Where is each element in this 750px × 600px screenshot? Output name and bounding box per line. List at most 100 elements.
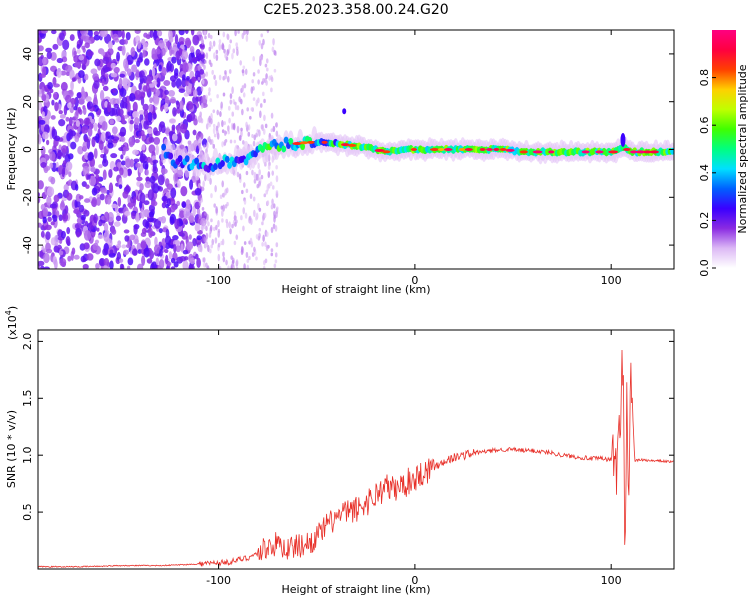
spectrogram-peak-cell xyxy=(635,150,646,154)
spectrogram-cell xyxy=(259,110,262,119)
spectrogram-cell xyxy=(235,42,238,47)
spectrogram-cell xyxy=(231,259,235,264)
spectrogram-cell xyxy=(121,244,127,249)
colorbar-tick-label: 0.8 xyxy=(698,69,711,87)
spectrogram-cell xyxy=(199,146,203,152)
spectrogram-cell xyxy=(135,212,140,221)
snr-y-tick-label: 2.0 xyxy=(21,333,34,351)
colorbar-tick-label: 0.0 xyxy=(698,259,711,277)
spectrogram-cell xyxy=(217,253,221,262)
spectrogram-cell xyxy=(169,118,176,123)
spectrogram-cell xyxy=(236,48,239,57)
spectrogram-cell xyxy=(123,249,130,255)
spectrogram-cell xyxy=(90,68,98,75)
spectrogram-cell xyxy=(258,169,261,176)
spectrogram-cell xyxy=(68,171,72,178)
spectrogram-cell xyxy=(108,252,116,258)
spectrogram-cell xyxy=(147,189,155,201)
spectrogram-cell xyxy=(241,108,244,116)
spectrogram-cell xyxy=(160,216,167,224)
spectrogram-spot xyxy=(342,108,347,115)
spectrogram-cell xyxy=(186,101,194,110)
spectrogram-cell xyxy=(225,259,228,266)
spectrogram-cell xyxy=(215,49,219,55)
spectrogram-cell xyxy=(251,79,255,84)
spectrogram-cell xyxy=(95,133,100,144)
spectrogram-cell xyxy=(224,204,228,209)
spectrogram-cell xyxy=(196,235,202,241)
spectrogram-cell xyxy=(209,34,213,40)
spectrogram-cell xyxy=(151,53,159,60)
spectrogram-cell xyxy=(227,265,230,269)
spectrogram-cell xyxy=(119,38,127,45)
spectrogram-cell xyxy=(74,62,81,68)
spectrogram-cell xyxy=(210,244,213,249)
spectrogram-cell xyxy=(270,76,274,83)
spectrogram-cell xyxy=(232,123,235,130)
spectrogram-cell xyxy=(184,30,189,35)
spectrogram-cell xyxy=(139,192,146,204)
spectrogram-cell xyxy=(248,216,251,224)
snr-y-tick-label: 0.5 xyxy=(21,503,34,521)
spectrogram-cell xyxy=(209,62,213,68)
spectrogram-cell xyxy=(45,248,53,254)
spectrogram-cell xyxy=(142,219,148,228)
spectrogram-cell xyxy=(65,161,73,171)
spectrogram-cell xyxy=(252,97,256,101)
spectrogram-cell xyxy=(244,212,248,219)
spectrogram-peak-cell xyxy=(410,148,418,151)
spectrogram-cell xyxy=(148,103,154,114)
spectrogram-cell xyxy=(260,174,264,180)
spectrogram-y-tick-label: -40 xyxy=(21,236,34,254)
spectrogram-cell xyxy=(42,57,47,65)
spectrogram-ridge-cell xyxy=(177,155,183,163)
spectrogram-cell xyxy=(101,120,108,132)
spectrogram-cell xyxy=(138,131,142,140)
spectrogram-cell xyxy=(107,142,114,149)
spectrogram-cell xyxy=(256,183,260,189)
spectrogram-cell xyxy=(124,114,128,119)
spectrogram-cell xyxy=(63,104,68,116)
spectrogram-cell xyxy=(122,77,129,87)
spectrogram-cell xyxy=(49,162,54,169)
spectrogram-cell xyxy=(275,211,278,219)
snr-x-tick-label: -100 xyxy=(206,574,231,587)
spectrogram-cell xyxy=(222,256,226,263)
spectrogram-cell xyxy=(179,100,184,111)
spectrogram-cell xyxy=(198,199,202,207)
spectrogram-cell xyxy=(77,146,84,155)
spectrogram-cell xyxy=(175,245,182,253)
spectrogram-cell xyxy=(229,39,233,44)
spectrogram-cell xyxy=(83,117,91,126)
spectrogram-cell xyxy=(169,45,173,57)
spectrogram-cell xyxy=(261,242,264,247)
snr-series-line xyxy=(38,349,674,568)
spectrogram-cell xyxy=(246,107,250,112)
spectrogram-cell xyxy=(264,241,267,247)
spectrogram-cell xyxy=(180,186,188,197)
spectrogram-cell xyxy=(94,174,100,185)
spectrogram-cell xyxy=(93,31,100,36)
spectrogram-cell xyxy=(173,261,179,268)
spectrogram-cell xyxy=(75,200,81,208)
spectrogram-cell xyxy=(38,180,44,190)
spectrogram-cell xyxy=(66,238,70,246)
spectrogram-cell xyxy=(204,59,207,64)
spectrogram-cell xyxy=(147,217,155,222)
spectrogram-cell xyxy=(205,123,209,130)
spectrogram-cell xyxy=(249,115,252,120)
spectrogram-cell xyxy=(131,212,136,220)
spectrogram-ridge-cell xyxy=(161,143,167,151)
spectrogram-x-tick-label: -100 xyxy=(206,274,231,287)
spectrogram-cell xyxy=(142,103,149,111)
spectrogram-cell xyxy=(250,107,254,112)
spectrogram-cell xyxy=(258,39,262,46)
spectrogram-cell xyxy=(140,209,145,219)
spectrogram-cell xyxy=(65,94,72,103)
spectrogram-cell xyxy=(120,154,124,160)
spectrogram-cell xyxy=(47,216,52,222)
spectrogram-cell xyxy=(145,83,150,94)
spectrogram-peak-cell xyxy=(595,150,604,154)
spectrogram-peak-cell xyxy=(581,150,590,154)
spectrogram-cell xyxy=(148,204,156,213)
